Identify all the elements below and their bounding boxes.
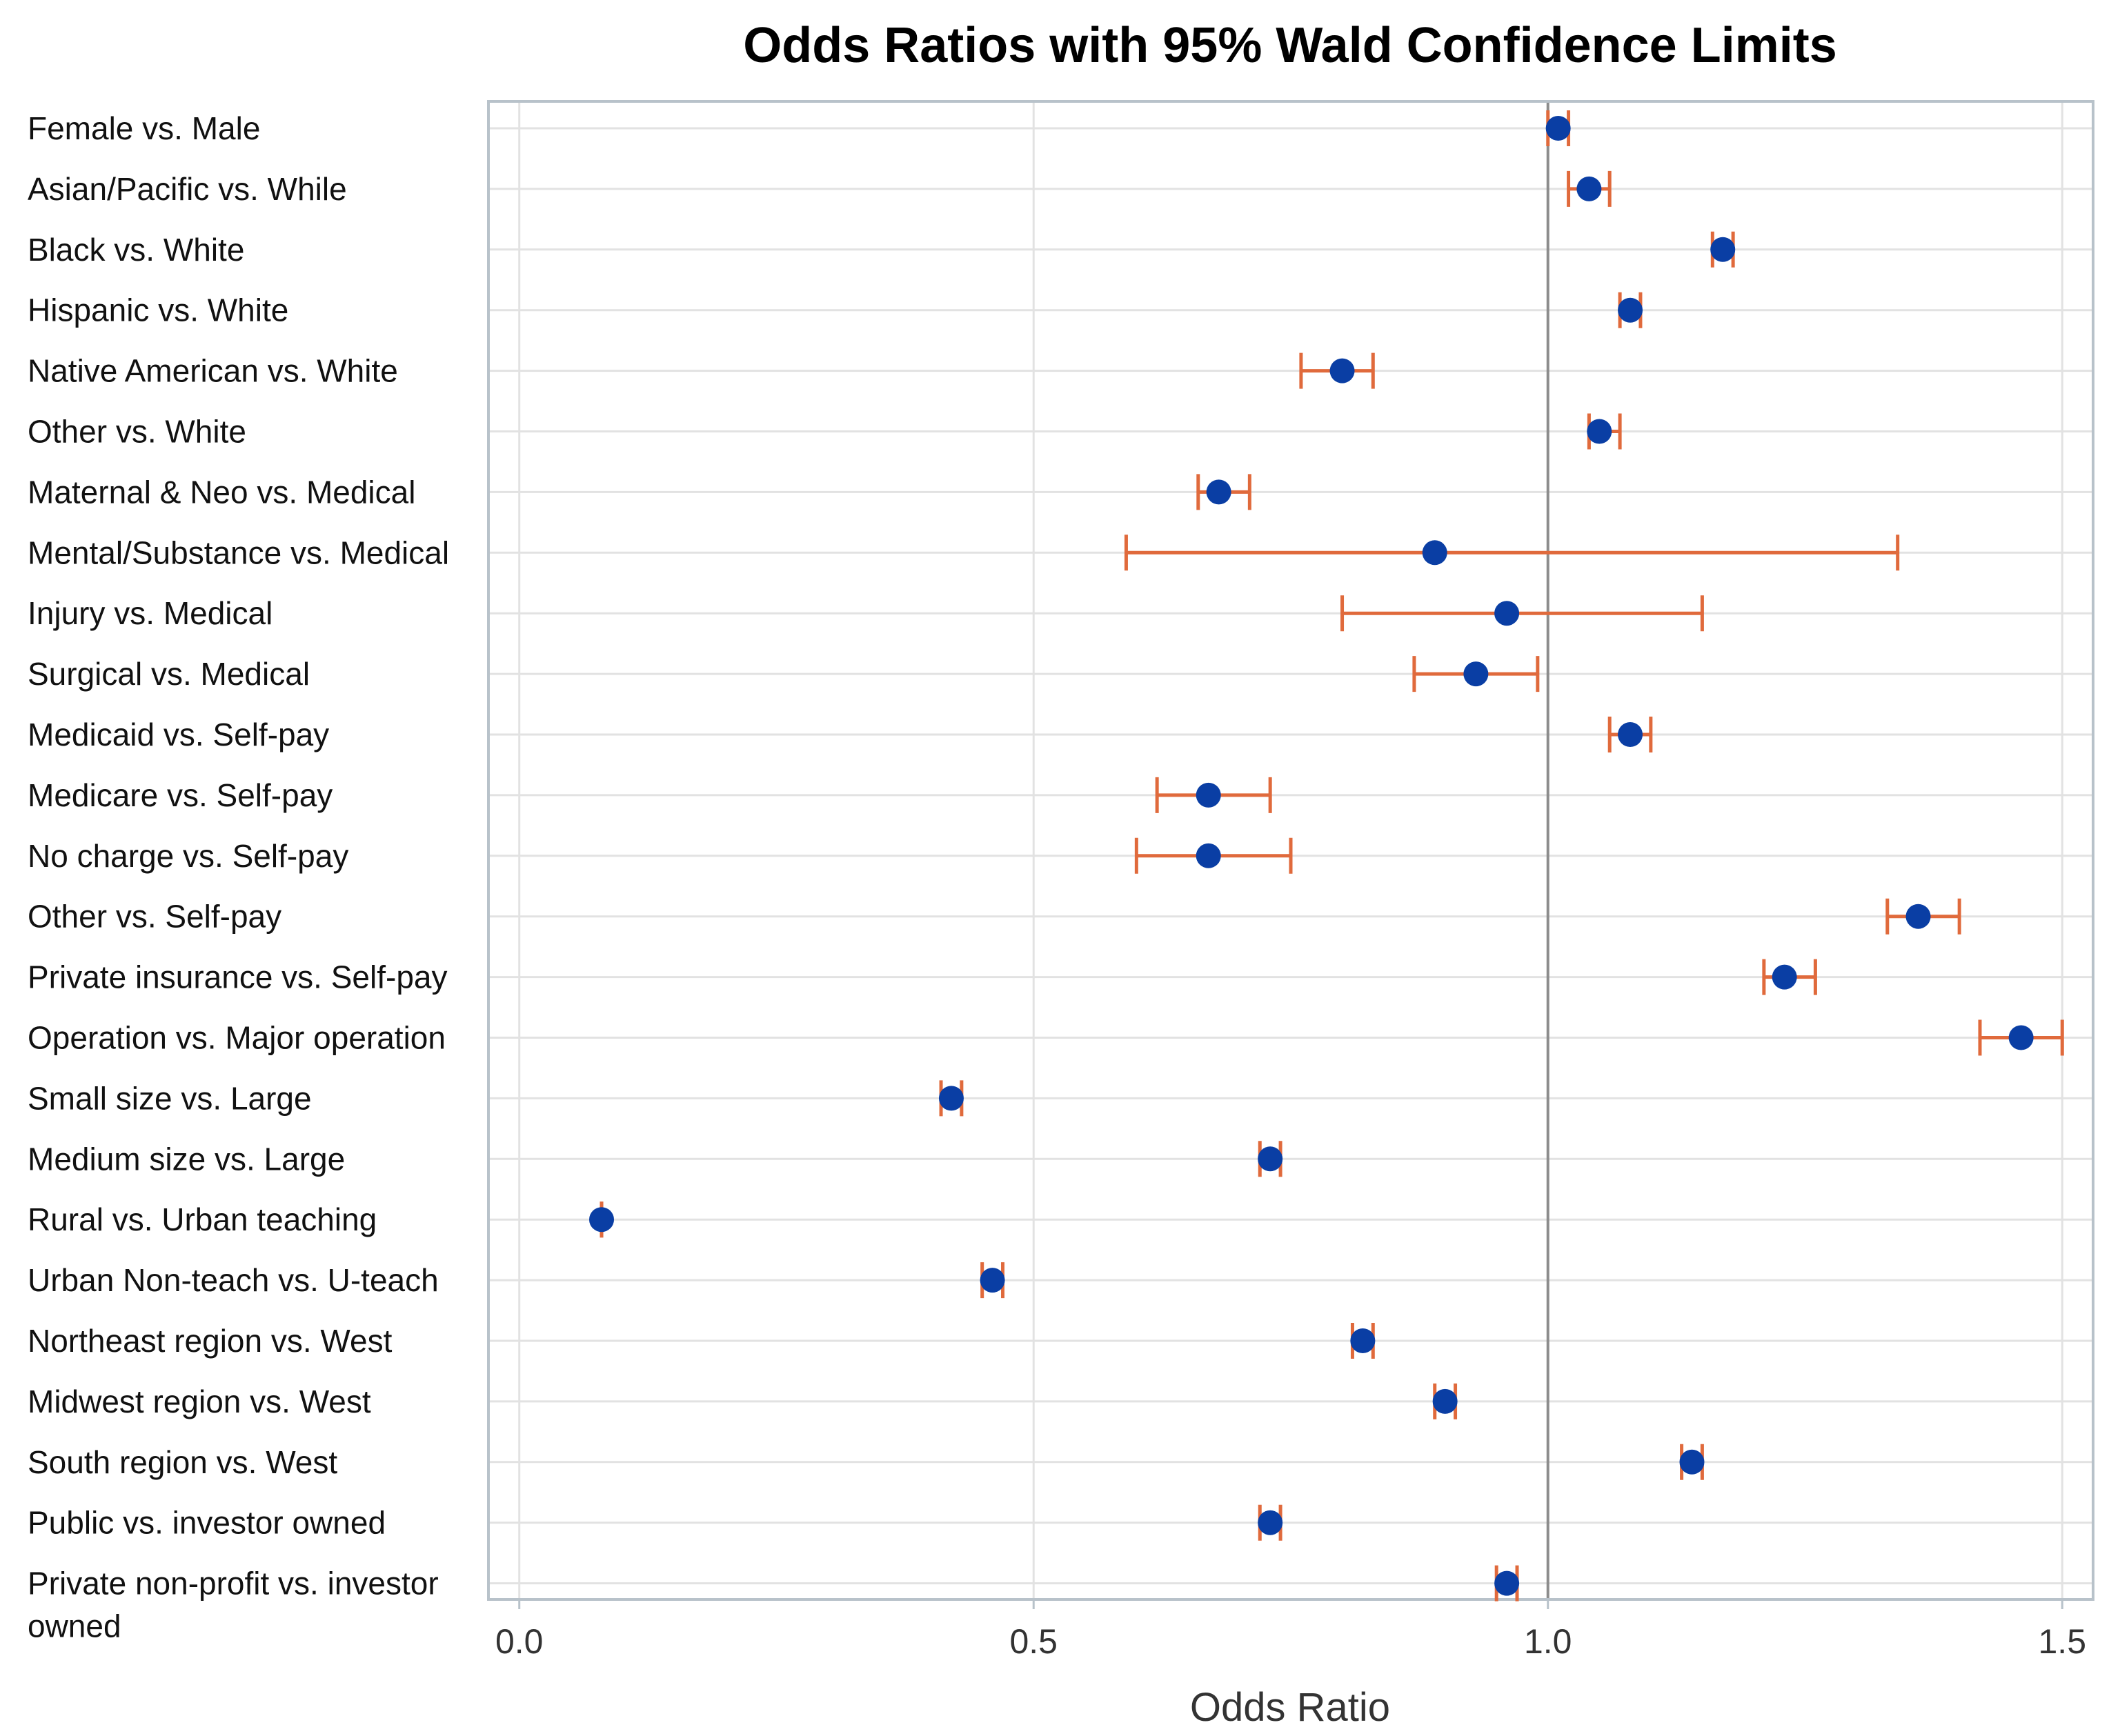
- odds-ratio-point: [1618, 722, 1643, 747]
- category-label-line: Urban Non-teach vs. U-teach: [28, 1262, 439, 1298]
- odds-ratio-point: [1772, 964, 1797, 990]
- category-label: No charge vs. Self-pay: [28, 838, 348, 874]
- category-label: Surgical vs. Medical: [28, 656, 310, 692]
- plot-frame: [487, 100, 2094, 1601]
- odds-ratio-point: [2008, 1025, 2034, 1050]
- x-tick-label: 0.0: [495, 1622, 544, 1661]
- odds-ratio-point: [1258, 1146, 1283, 1172]
- category-label: Injury vs. Medical: [28, 595, 273, 631]
- category-label-line: Surgical vs. Medical: [28, 656, 310, 692]
- category-label-line: Medicaid vs. Self-pay: [28, 717, 329, 752]
- category-label: Asian/Pacific vs. While: [28, 171, 347, 207]
- category-label-line: Midwest region vs. West: [28, 1384, 371, 1419]
- category-label-line: Other vs. Self-pay: [28, 899, 281, 935]
- odds-ratio-point: [1432, 1388, 1458, 1414]
- odds-ratio-point: [980, 1268, 1005, 1293]
- category-label: Urban Non-teach vs. U-teach: [28, 1262, 439, 1298]
- odds-ratio-point: [1463, 661, 1489, 687]
- category-label: Northeast region vs. West: [28, 1323, 393, 1359]
- category-label-line: Northeast region vs. West: [28, 1323, 393, 1359]
- category-label-line: Private insurance vs. Self-pay: [28, 959, 448, 995]
- odds-ratio-point: [1258, 1510, 1283, 1535]
- category-label-line: Medicare vs. Self-pay: [28, 777, 333, 813]
- category-label-line: Female vs. Male: [28, 110, 260, 146]
- odds-ratio-point: [1576, 176, 1602, 201]
- category-label-line: Mental/Substance vs. Medical: [28, 535, 449, 570]
- chart-title: Odds Ratios with 95% Wald Confidence Lim…: [743, 18, 1837, 73]
- category-label: Midwest region vs. West: [28, 1384, 371, 1419]
- category-label: Private insurance vs. Self-pay: [28, 959, 448, 995]
- category-label: Mental/Substance vs. Medical: [28, 535, 449, 570]
- odds-ratio-point: [938, 1086, 964, 1111]
- category-label-line: Other vs. White: [28, 414, 246, 450]
- x-tick-label: 1.5: [2039, 1622, 2087, 1661]
- odds-ratio-point: [1196, 782, 1221, 808]
- odds-ratio-point: [1494, 1570, 1520, 1596]
- category-label: Other vs. Self-pay: [28, 899, 281, 935]
- odds-ratio-point: [1679, 1449, 1705, 1475]
- category-label-line: Asian/Pacific vs. While: [28, 171, 347, 207]
- category-label-line: Public vs. investor owned: [28, 1505, 386, 1541]
- category-label-line: Maternal & Neo vs. Medical: [28, 474, 415, 510]
- category-label: South region vs. West: [28, 1444, 337, 1480]
- category-label-line: South region vs. West: [28, 1444, 337, 1480]
- odds-ratio-point: [1329, 358, 1355, 383]
- category-label: Private non-profit vs. investor owned: [28, 1566, 439, 1644]
- odds-ratio-point: [1422, 540, 1447, 566]
- category-label-line: Native American vs. White: [28, 353, 398, 389]
- category-label: Maternal & Neo vs. Medical: [28, 474, 415, 510]
- category-label-line: Rural vs. Urban teaching: [28, 1201, 377, 1237]
- category-label-line: Operation vs. Major operation: [28, 1020, 446, 1056]
- x-tick-label: 0.5: [1009, 1622, 1058, 1661]
- category-label-line: Injury vs. Medical: [28, 595, 273, 631]
- category-label-line: Small size vs. Large: [28, 1080, 312, 1116]
- category-label: Black vs. White: [28, 232, 244, 268]
- x-axis-label: Odds Ratio: [1190, 1685, 1390, 1730]
- category-label-line: Medium size vs. Large: [28, 1141, 345, 1177]
- x-tick-label: 1.0: [1524, 1622, 1572, 1661]
- category-label: Medicare vs. Self-pay: [28, 777, 333, 813]
- category-label-line: No charge vs. Self-pay: [28, 838, 348, 874]
- category-label: Medicaid vs. Self-pay: [28, 717, 329, 752]
- category-label: Native American vs. White: [28, 353, 398, 389]
- category-label-line: Black vs. White: [28, 232, 244, 268]
- category-label: Rural vs. Urban teaching: [28, 1201, 377, 1237]
- category-label-line: Hispanic vs. White: [28, 292, 288, 328]
- odds-ratio-point: [1710, 237, 1736, 262]
- category-label: Operation vs. Major operation: [28, 1020, 446, 1056]
- category-label: Hispanic vs. White: [28, 292, 288, 328]
- category-label: Medium size vs. Large: [28, 1141, 345, 1177]
- category-label-line: owned: [28, 1608, 121, 1644]
- odds-ratio-point: [1350, 1328, 1376, 1353]
- odds-ratio-point: [1618, 297, 1643, 323]
- category-label: Female vs. Male: [28, 110, 260, 146]
- odds-ratio-point: [1545, 116, 1571, 141]
- confidence-interval: [1124, 535, 1900, 571]
- category-label: Public vs. investor owned: [28, 1505, 386, 1541]
- odds-ratio-point: [589, 1207, 615, 1233]
- odds-ratio-point: [1196, 843, 1221, 868]
- odds-ratio-point: [1587, 419, 1612, 444]
- category-label: Other vs. White: [28, 414, 246, 450]
- category-label-line: Private non-profit vs. investor: [28, 1566, 439, 1602]
- confidence-interval: [1340, 595, 1704, 632]
- odds-ratio-point: [1494, 601, 1520, 626]
- category-label: Small size vs. Large: [28, 1080, 312, 1116]
- odds-ratio-point: [1905, 904, 1931, 929]
- odds-ratio-point: [1206, 479, 1231, 505]
